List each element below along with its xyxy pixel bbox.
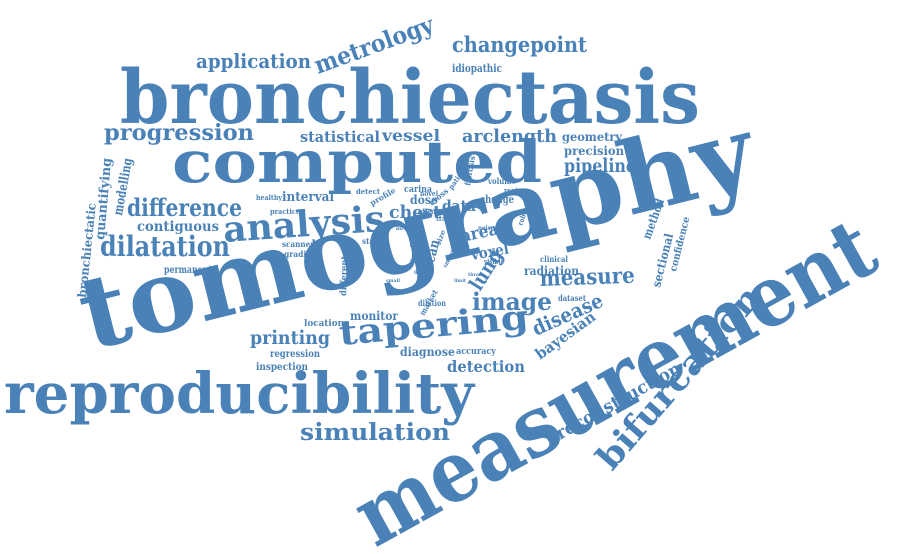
- word-interval: interval: [282, 190, 334, 205]
- word-detect: detect: [356, 187, 381, 196]
- word-geometry: geometry: [562, 130, 623, 144]
- word-stock: stock: [362, 236, 384, 246]
- word-location: location: [304, 319, 344, 329]
- word-dilation: dilation: [418, 298, 446, 308]
- word-airway: airway: [396, 225, 414, 232]
- word-monitor: monitor: [350, 309, 399, 323]
- word-changepoint: changepoint: [452, 32, 587, 57]
- word-dataset: dataset: [558, 293, 586, 303]
- word-diagnose: diagnose: [400, 345, 455, 359]
- word-contiguous: contiguous: [137, 219, 219, 235]
- word-novel: novel: [420, 189, 438, 198]
- word-progression: progression: [104, 120, 254, 146]
- word-data: data: [442, 197, 476, 215]
- word-change: change: [480, 193, 514, 206]
- word-bronchiectasis: bronchiectasis: [120, 55, 700, 141]
- word-inspection: inspection: [256, 362, 309, 373]
- word-noise: noise: [478, 225, 494, 232]
- word-application: application: [196, 49, 311, 73]
- word-region: region: [504, 186, 526, 195]
- word-dose: dose: [410, 193, 438, 207]
- word-different: different: [339, 255, 350, 296]
- word-regression: regression: [270, 349, 321, 360]
- word-small: small: [386, 278, 400, 284]
- word-accuracy: accuracy: [456, 347, 497, 357]
- word-vessel: vessel: [381, 126, 440, 145]
- word-image: image: [472, 287, 552, 316]
- word-computed: computed: [172, 128, 542, 196]
- word-simulation: simulation: [300, 419, 450, 446]
- word-reproducibility: reproducibility: [4, 361, 475, 427]
- word-effect: effect: [418, 207, 439, 216]
- word-detection: detection: [447, 357, 525, 376]
- word-permanent: permanent: [164, 265, 212, 276]
- word-difference: difference: [127, 193, 242, 222]
- word-distal: distal: [414, 269, 431, 276]
- word-carina: carina: [404, 185, 432, 195]
- word-dilatation: dilatation: [100, 230, 230, 263]
- word-measure: measure: [539, 263, 635, 292]
- word-result: result: [410, 258, 427, 264]
- word-point: point: [406, 225, 420, 249]
- word-volume: volume: [487, 176, 516, 186]
- word-statistical: statistical: [300, 128, 380, 146]
- word-track: track: [436, 214, 454, 223]
- word-pipeline: pipeline: [564, 155, 636, 177]
- word-gradient: gradient: [284, 249, 320, 259]
- word-healthy: healthy: [256, 193, 283, 202]
- word-clinical: clinical: [540, 254, 568, 264]
- word-limit: limit: [454, 278, 467, 284]
- word-printing: printing: [250, 327, 330, 349]
- word-practice: practice: [270, 207, 301, 216]
- word-radiation: radiation: [524, 264, 579, 278]
- word-quantifying: quantifying: [93, 157, 115, 240]
- word-scanner: scanner: [282, 239, 315, 249]
- word-visible: visible: [483, 257, 504, 266]
- word-two: two: [374, 256, 385, 262]
- word-idiopathic: idiopathic: [452, 62, 502, 75]
- word-three: three: [468, 272, 482, 278]
- word-chest: chest: [389, 202, 442, 223]
- word-scan: scan: [420, 238, 443, 271]
- word-arclength: arclength: [462, 126, 557, 147]
- word-precision: precision: [564, 144, 624, 158]
